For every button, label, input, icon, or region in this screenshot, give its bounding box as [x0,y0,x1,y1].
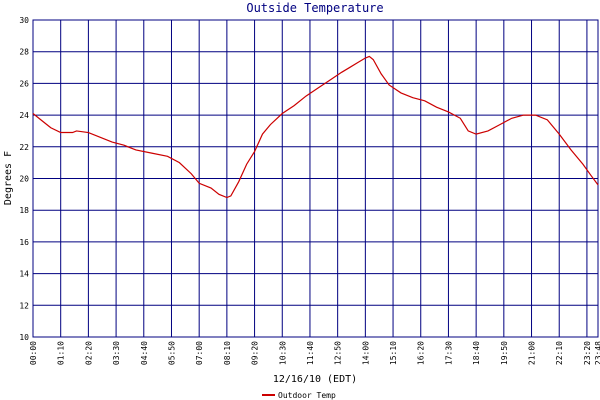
x-tick-label: 22:10 [555,341,564,365]
y-tick-label: 10 [19,333,29,342]
x-tick-label: 21:00 [528,341,537,365]
x-tick-label: 15:10 [389,341,398,365]
data-line [32,55,599,199]
y-tick-label: 26 [19,79,29,88]
x-axis-label: 12/16/10 (EDT) [273,374,357,385]
x-tick-label: 00:00 [29,341,38,365]
x-tick-label: 11:40 [306,341,315,365]
x-tick-label: 14:00 [361,341,370,365]
x-tick-label: 03:30 [112,341,121,365]
x-tick-label: 05:50 [167,341,176,365]
y-tick-label: 20 [19,175,29,184]
x-tick-label: 17:30 [444,341,453,365]
x-tick-label: 01:10 [57,341,66,365]
x-tick-label: 08:10 [223,341,232,365]
x-tick-label: 12:50 [334,341,343,365]
y-tick-label: 24 [19,111,29,120]
y-tick-label: 12 [19,301,29,310]
x-tick-label: 09:20 [251,341,260,365]
x-tick-label: 19:50 [500,341,509,365]
x-tick-label: 02:20 [84,341,93,365]
y-tick-label: 14 [19,270,29,279]
legend-label: Outdoor Temp [278,391,336,400]
x-tick-label: 23:48 [594,341,600,365]
x-tick-label: 23:20 [583,341,592,365]
chart-title: Outside Temperature [246,1,383,15]
x-tick-label: 16:20 [417,341,426,365]
y-tick-label: 22 [19,143,29,152]
x-tick-label: 18:40 [472,341,481,365]
x-tick-label: 07:00 [195,341,204,365]
y-tick-label: 28 [19,48,29,57]
x-tick-label: 10:30 [278,341,287,365]
y-tick-label: 16 [19,238,29,247]
y-tick-label: 30 [19,16,29,25]
x-tick-label: 04:40 [140,341,149,365]
y-tick-label: 18 [19,206,29,215]
y-axis-label: Degrees F [3,151,14,205]
